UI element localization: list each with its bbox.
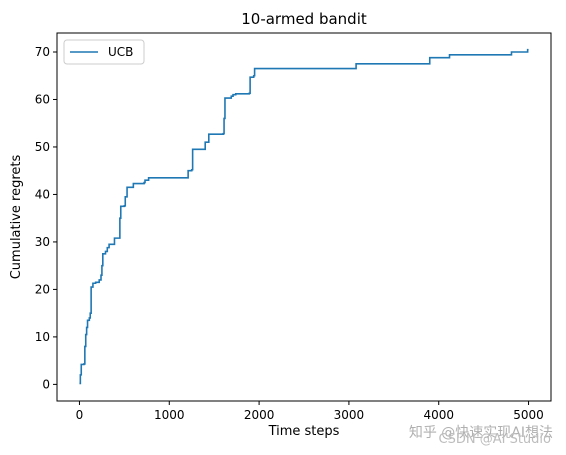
x-tick-label: 0	[76, 408, 84, 422]
legend-label: UCB	[108, 45, 133, 59]
y-axis-label: Cumulative regrets	[9, 154, 24, 279]
y-tick-label: 70	[35, 45, 50, 59]
x-tick-label: 3000	[334, 408, 365, 422]
x-tick-label: 2000	[244, 408, 275, 422]
chart-title: 10-armed bandit	[241, 10, 367, 28]
y-tick-label: 60	[35, 92, 50, 106]
series-line-ucb	[79, 48, 529, 385]
y-tick-label: 40	[35, 187, 50, 201]
y-tick-label: 10	[35, 330, 50, 344]
y-tick-label: 0	[42, 377, 50, 391]
watermark-csdn: CSDN @AI Studio	[439, 432, 552, 447]
series	[79, 48, 529, 385]
plot-frame	[56, 32, 552, 402]
legend-box	[63, 39, 145, 65]
y-tick-label: 50	[35, 140, 50, 154]
x-tick-label: 5000	[513, 408, 544, 422]
x-axis-label: Time steps	[268, 424, 340, 439]
watermark-zhihu: 知乎 @快速实现AI想法	[409, 424, 553, 441]
y-tick-label: 20	[35, 282, 50, 296]
y-tick-label: 30	[35, 235, 50, 249]
x-tick-label: 1000	[154, 408, 185, 422]
legend: UCB	[63, 39, 145, 65]
ticks: 0 1000 2000 3000 4000 5000 0 10 20 30 40 50 60 70	[35, 45, 544, 422]
x-tick-label: 4000	[423, 408, 454, 422]
